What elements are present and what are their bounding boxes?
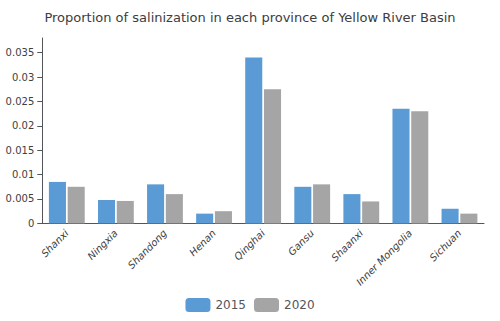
svg-text:2020: 2020	[284, 298, 315, 312]
svg-text:0.015: 0.015	[6, 145, 35, 156]
svg-text:0.03: 0.03	[12, 72, 34, 83]
svg-text:0.035: 0.035	[6, 47, 35, 58]
svg-text:Ningxia: Ningxia	[85, 228, 119, 262]
svg-text:0.01: 0.01	[12, 169, 34, 180]
svg-text:0.005: 0.005	[6, 193, 35, 204]
svg-text:Shaanxi: Shaanxi	[329, 227, 365, 263]
svg-text:Shanxi: Shanxi	[39, 227, 71, 259]
svg-text:Qinghai: Qinghai	[232, 227, 267, 262]
svg-text:Henan: Henan	[187, 228, 218, 259]
svg-text:Proportion of salinization in: Proportion of salinization in each provi…	[44, 10, 455, 25]
svg-text:2015: 2015	[215, 298, 246, 312]
svg-text:Inner Mongolia: Inner Mongolia	[354, 228, 414, 288]
svg-text:Sichuan: Sichuan	[427, 228, 463, 264]
svg-text:0.02: 0.02	[12, 120, 34, 131]
svg-text:0.025: 0.025	[6, 96, 35, 107]
svg-text:Shandong: Shandong	[126, 228, 169, 271]
svg-text:0: 0	[28, 218, 34, 229]
svg-text:Gansu: Gansu	[286, 228, 316, 258]
